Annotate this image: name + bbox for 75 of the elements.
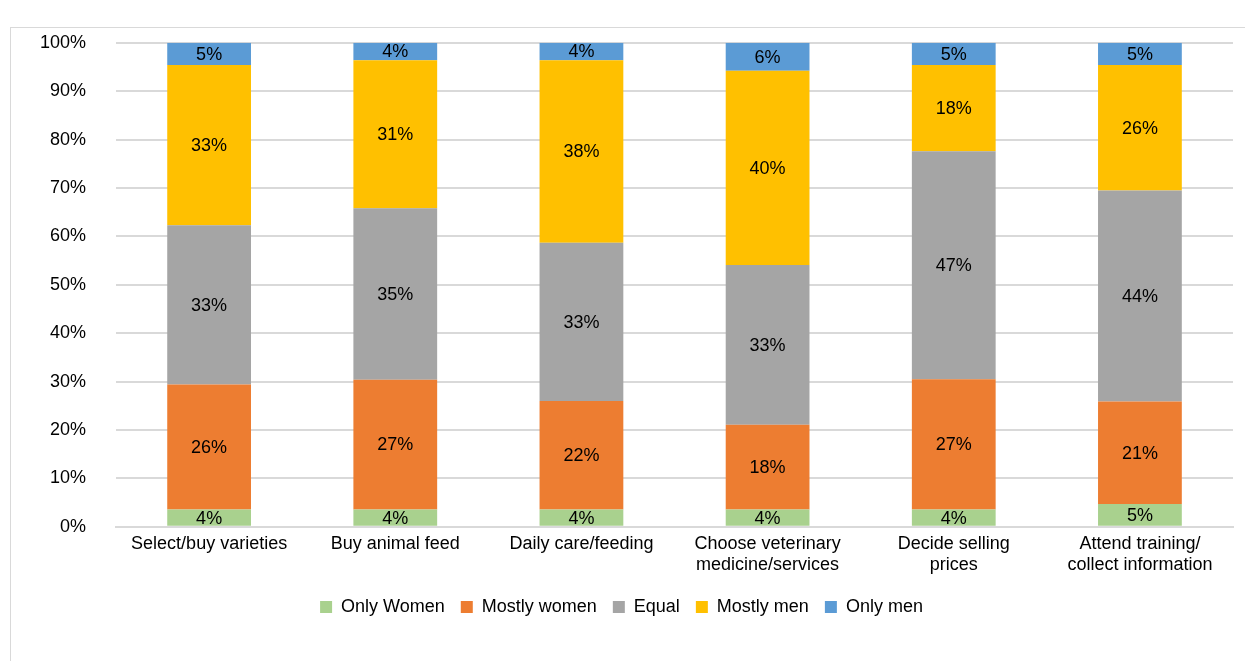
- bar: [539, 242, 624, 401]
- legend-label: Equal: [633, 595, 680, 616]
- data-label: 33%: [749, 334, 786, 355]
- bar: [353, 509, 438, 526]
- bar: [725, 70, 810, 265]
- legend-label: Only Women: [341, 595, 445, 616]
- data-label: 33%: [191, 294, 228, 315]
- data-label: 6%: [754, 46, 781, 67]
- bar: [167, 225, 251, 385]
- y-tick-label: 20%: [50, 418, 87, 439]
- x-tick-label: Choose veterinary medicine/services: [694, 532, 841, 575]
- bar: [353, 379, 438, 510]
- y-tick-label: 0%: [60, 515, 87, 536]
- bar: [353, 208, 438, 380]
- bar: [1098, 190, 1182, 402]
- bar: [539, 400, 624, 510]
- bar: [1098, 65, 1182, 191]
- data-label: 27%: [377, 434, 414, 455]
- data-label: 5%: [196, 43, 223, 64]
- y-tick-label: 40%: [50, 322, 87, 343]
- data-label: 4%: [568, 507, 595, 528]
- data-label: 4%: [382, 507, 409, 528]
- y-tick-label: 70%: [50, 176, 87, 197]
- x-tick-label: Attend training/ collect information: [1067, 532, 1213, 575]
- data-label: 47%: [935, 255, 972, 276]
- data-label: 5%: [1126, 43, 1153, 64]
- bar: [353, 60, 438, 209]
- data-label: 40%: [749, 157, 786, 178]
- data-label: 4%: [940, 507, 967, 528]
- data-label: 22%: [563, 445, 600, 466]
- bar: [911, 379, 996, 510]
- data-label: 5%: [940, 43, 967, 64]
- data-label: 4%: [754, 507, 781, 528]
- data-label: 26%: [1121, 117, 1158, 138]
- y-tick-label: 80%: [50, 128, 87, 149]
- bar: [1098, 504, 1182, 526]
- data-label: 4%: [382, 41, 409, 62]
- y-tick-label: 100%: [39, 31, 87, 52]
- data-label: 4%: [568, 41, 595, 62]
- bar: [725, 424, 810, 510]
- data-label: 33%: [191, 135, 228, 156]
- y-tick-label: 10%: [50, 467, 87, 488]
- bar: [167, 509, 251, 526]
- data-label: 5%: [1126, 504, 1153, 525]
- data-label: 4%: [196, 507, 223, 528]
- y-tick-label: 50%: [50, 273, 87, 294]
- legend-label: Mostly women: [481, 595, 597, 616]
- legend-label: Only men: [845, 595, 923, 616]
- data-label: 18%: [935, 98, 972, 119]
- bar: [725, 264, 810, 425]
- bar: [167, 65, 251, 226]
- data-label: 38%: [563, 141, 600, 162]
- data-label: 33%: [563, 311, 600, 332]
- x-tick-label: Buy animal feed: [330, 532, 460, 553]
- data-label: 27%: [935, 434, 972, 455]
- y-tick-label: 30%: [50, 370, 87, 391]
- bar: [1098, 401, 1182, 505]
- bar: [539, 60, 624, 243]
- data-label: 44%: [1121, 285, 1158, 306]
- x-tick-label: Select/buy varieties: [131, 532, 288, 553]
- y-tick-label: 60%: [50, 225, 87, 246]
- x-tick-label: Decide selling prices: [897, 532, 1010, 575]
- data-label: 21%: [1121, 442, 1158, 463]
- bar: [911, 151, 996, 380]
- bar: [167, 384, 251, 510]
- data-label: 31%: [377, 124, 414, 145]
- data-label: 35%: [377, 283, 414, 304]
- data-label: 18%: [749, 456, 786, 477]
- legend-label: Mostly men: [716, 595, 809, 616]
- data-label: 26%: [191, 436, 228, 457]
- bar: [725, 42, 810, 71]
- y-tick-label: 90%: [50, 80, 87, 101]
- bar: [911, 509, 996, 526]
- x-tick-label: Daily care/feeding: [509, 532, 654, 553]
- bar: [911, 65, 996, 152]
